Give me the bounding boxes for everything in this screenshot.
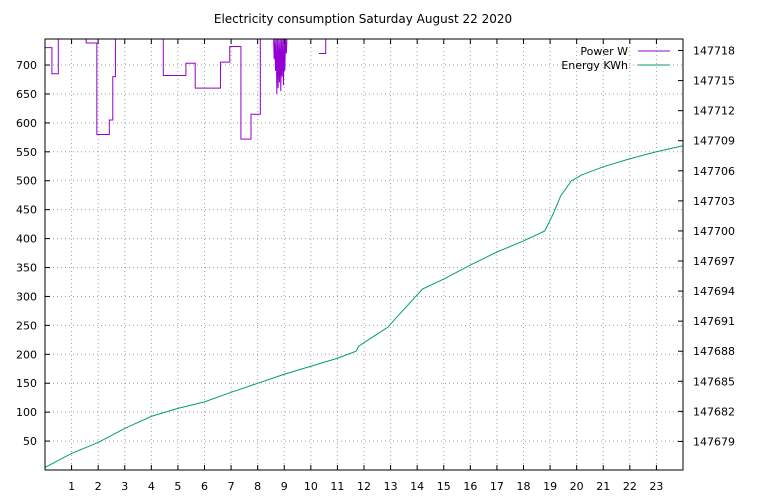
x-tick-label: 2: [95, 480, 102, 493]
x-tick-label: 6: [201, 480, 208, 493]
x-tick-label: 22: [623, 480, 637, 493]
x-tick-label: 5: [174, 480, 181, 493]
y-left-tick-label: 100: [16, 406, 37, 419]
x-tick-label: 23: [649, 480, 663, 493]
x-tick-label: 18: [517, 480, 531, 493]
y-left-tick-label: 550: [16, 146, 37, 159]
y-left-tick-label: 350: [16, 262, 37, 275]
x-tick-label: 7: [228, 480, 235, 493]
y-right-tick-label: 147694: [693, 285, 735, 298]
y-right-tick-label: 147682: [693, 405, 735, 418]
x-tick-label: 9: [281, 480, 288, 493]
y-left-tick-label: 700: [16, 59, 37, 72]
x-tick-label: 3: [121, 480, 128, 493]
x-tick-label: 20: [570, 480, 584, 493]
legend-label-energy: Energy KWh: [561, 59, 628, 72]
y-right-tick-label: 147688: [693, 345, 735, 358]
x-tick-label: 17: [490, 480, 504, 493]
y-left-tick-label: 200: [16, 348, 37, 361]
y-right-tick-label: 147709: [693, 135, 735, 148]
y-left-tick-label: 250: [16, 319, 37, 332]
x-tick-label: 19: [543, 480, 557, 493]
y-right-tick-label: 147703: [693, 195, 735, 208]
y-right-tick-label: 147685: [693, 375, 735, 388]
y-right-tick-label: 147706: [693, 165, 735, 178]
legend-label-power: Power W: [580, 45, 628, 58]
y-right-tick-label: 147718: [693, 45, 735, 58]
y-right-tick-label: 147700: [693, 225, 735, 238]
x-tick-label: 14: [410, 480, 424, 493]
y-left-tick-label: 300: [16, 290, 37, 303]
power-spikes-series: [273, 38, 288, 94]
x-tick-label: 11: [330, 480, 344, 493]
y-right-tick-label: 147691: [693, 315, 735, 328]
chart-title: Electricity consumption Saturday August …: [214, 12, 512, 26]
x-tick-label: 12: [357, 480, 371, 493]
y-left-tick-label: 150: [16, 377, 37, 390]
legend: Power W Energy KWh: [561, 45, 670, 72]
y-right-tick-label: 147697: [693, 255, 735, 268]
axes: 1 2 3 4 5 6 7 8 9 10 11 12 13 14 15 16 17 18 19 20 21 22 23501…: [16, 38, 735, 493]
plot-frame: [44, 38, 684, 471]
power-tail-series: [318, 39, 327, 54]
x-tick-label: 10: [304, 480, 318, 493]
y-left-tick-label: 400: [16, 233, 37, 246]
y-left-tick-label: 50: [23, 435, 37, 448]
x-tick-label: 13: [384, 480, 398, 493]
y-right-tick-label: 147715: [693, 75, 735, 88]
grid-lines: [45, 39, 683, 470]
y-left-tick-label: 450: [16, 204, 37, 217]
y-right-tick-label: 147712: [693, 105, 735, 118]
y-right-tick-label: 147679: [693, 435, 735, 448]
x-tick-label: 16: [463, 480, 477, 493]
x-tick-label: 1: [68, 480, 75, 493]
x-tick-label: 4: [148, 480, 155, 493]
y-left-tick-label: 600: [16, 117, 37, 130]
x-tick-label: 8: [254, 480, 261, 493]
energy-series: [44, 145, 684, 468]
x-tick-label: 15: [437, 480, 451, 493]
y-left-tick-label: 650: [16, 88, 37, 101]
y-left-tick-label: 500: [16, 175, 37, 188]
x-tick-label: 21: [596, 480, 610, 493]
power-series: [45, 38, 261, 140]
